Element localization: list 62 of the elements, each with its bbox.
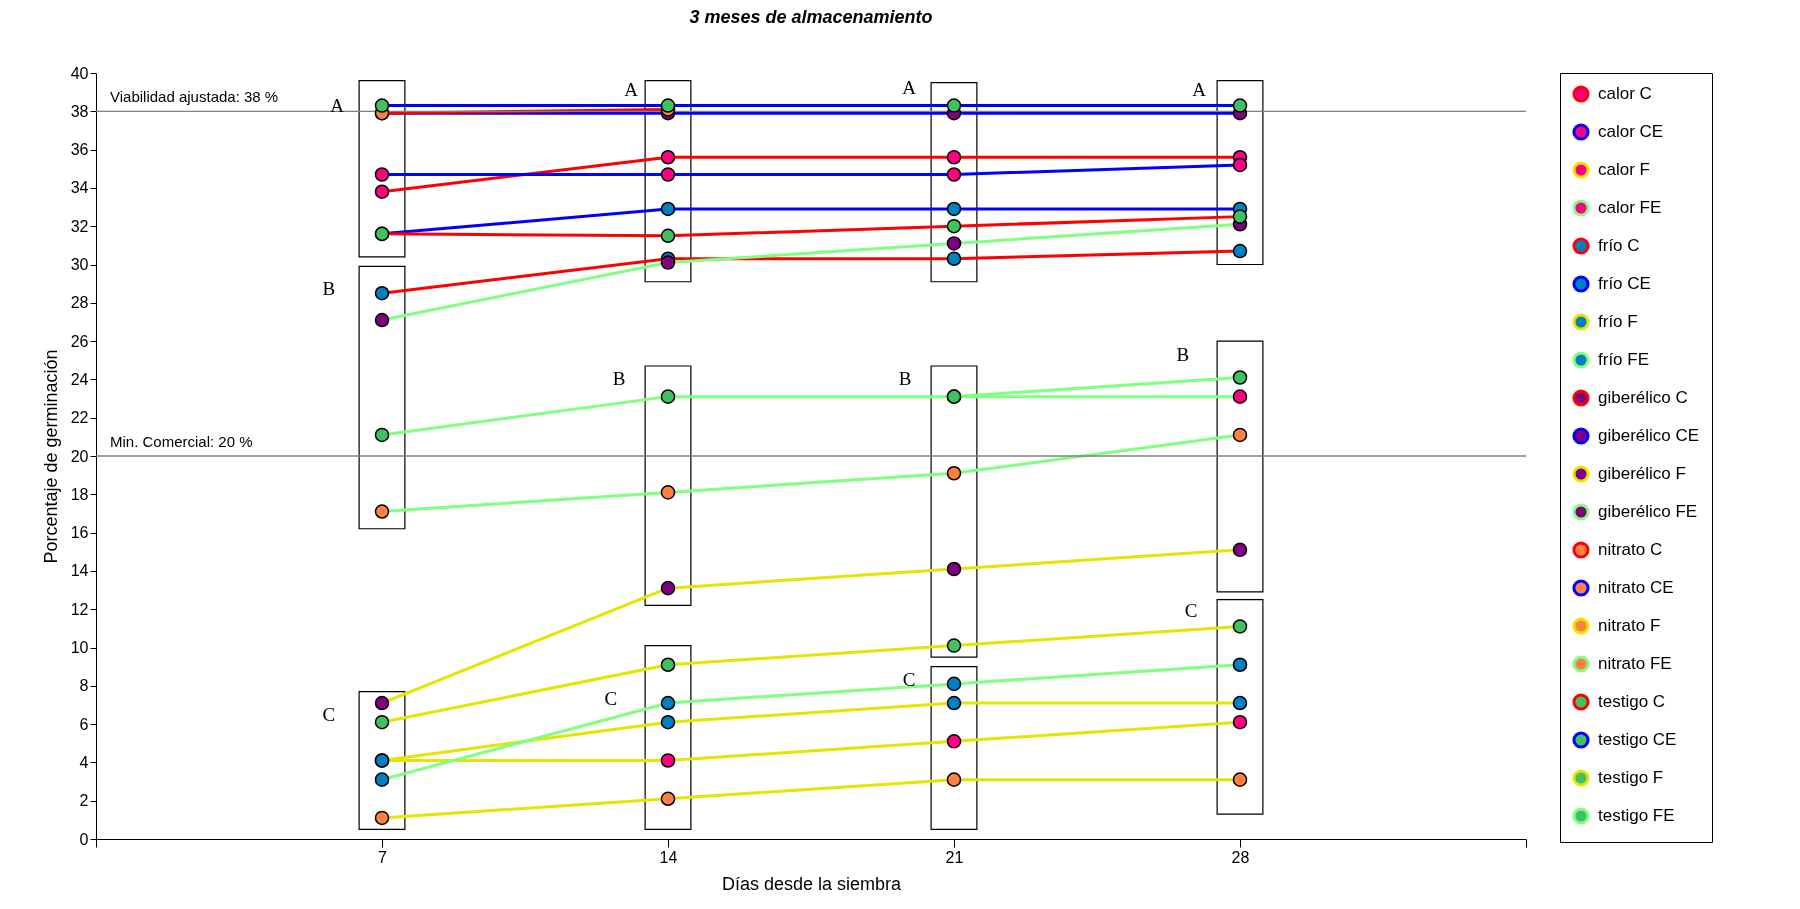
y-tick-label: 8	[79, 677, 89, 695]
y-tick-label: 14	[70, 562, 89, 580]
legend-label: giberélico FE	[1598, 502, 1698, 521]
x-axis-title: Días desde la siembra	[721, 873, 903, 894]
y-tick-label: 40	[70, 64, 89, 82]
y-tick-label: 10	[70, 639, 89, 656]
legend-label: nitrato C	[1598, 540, 1663, 559]
x-tick-label: 21	[945, 848, 964, 866]
legend-label: testigo FE	[1598, 806, 1675, 825]
x-tick-label: 28	[1231, 848, 1250, 866]
legend-label: giberélico F	[1598, 464, 1686, 483]
y-tick-label: 32	[70, 217, 89, 235]
legend-label: calor CE	[1598, 122, 1664, 141]
annotation: A	[902, 77, 917, 99]
y-tick-label: 20	[70, 447, 89, 465]
legend-label: calor C	[1598, 84, 1652, 103]
legend-label: frío FE	[1598, 350, 1650, 369]
annotation: C	[1184, 600, 1198, 622]
y-tick-label: 22	[70, 409, 89, 427]
y-tick-label: 28	[70, 294, 89, 312]
annotation: B	[322, 278, 336, 300]
y-axis-title: Porcentaje de germinación	[40, 349, 61, 564]
legend-label: frío C	[1598, 236, 1640, 255]
legend-label: giberélico CE	[1598, 426, 1700, 445]
y-tick-label: 34	[70, 179, 89, 197]
legend-label: nitrato F	[1598, 616, 1661, 635]
legend-label: calor F	[1598, 160, 1650, 179]
chart-title: 3 meses de almacenamiento	[689, 7, 933, 27]
annotation: B	[898, 368, 912, 390]
legend-label: calor FE	[1598, 198, 1662, 217]
x-tick-label: 14	[659, 848, 678, 866]
legend-label: frío F	[1598, 312, 1638, 331]
y-tick-label: 30	[70, 256, 89, 273]
legend-label: frío CE	[1598, 274, 1651, 293]
legend-label: giberélico C	[1598, 388, 1688, 407]
y-tick-label: 0	[79, 830, 89, 848]
annotation: A	[1192, 79, 1207, 101]
legend-label: nitrato CE	[1598, 578, 1674, 597]
ref-line-label: Min. Comercial: 20 %	[110, 433, 253, 450]
annotation: C	[902, 669, 916, 691]
y-tick-label: 12	[70, 600, 89, 618]
annotation: A	[330, 94, 345, 116]
legend-label: testigo C	[1598, 692, 1666, 711]
annotation: C	[604, 688, 618, 710]
legend-label: nitrato FE	[1598, 654, 1672, 673]
y-tick-label: 4	[79, 753, 89, 771]
ref-line-label: Viabilidad ajustada: 38 %	[110, 88, 279, 106]
y-tick-label: 24	[70, 370, 89, 388]
annotation: B	[612, 368, 626, 390]
y-tick-label: 36	[70, 141, 89, 159]
y-tick-label: 16	[70, 524, 89, 542]
x-tick-label: 7	[378, 848, 388, 866]
y-tick-label: 2	[79, 792, 89, 810]
annotation: B	[1176, 343, 1190, 365]
y-tick-label: 6	[79, 715, 89, 733]
y-tick-label: 18	[70, 485, 89, 503]
annotation: C	[322, 703, 336, 725]
y-tick-label: 38	[70, 102, 89, 120]
legend-label: testigo F	[1598, 768, 1664, 787]
y-tick-label: 26	[70, 332, 89, 350]
legend-label: testigo CE	[1598, 730, 1677, 749]
annotation: A	[624, 79, 639, 101]
